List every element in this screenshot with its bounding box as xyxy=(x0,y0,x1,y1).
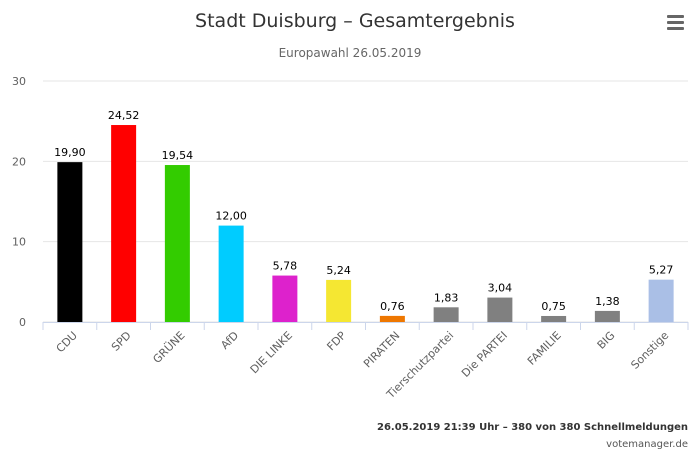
grid-lines xyxy=(42,80,689,330)
bar[interactable] xyxy=(433,307,459,322)
bar[interactable] xyxy=(379,315,405,322)
bar[interactable] xyxy=(272,275,298,322)
x-tick-label: DIE LINKE xyxy=(248,329,295,376)
bar[interactable] xyxy=(218,225,244,322)
x-tick-label: Die PARTEI xyxy=(459,329,510,380)
bar[interactable] xyxy=(111,125,137,322)
data-labels: 19,90 24,52 19,54 12,00 5,78 5,24 0,76 1,83 3,04… xyxy=(54,109,673,313)
bar[interactable] xyxy=(648,279,674,322)
data-label: 5,24 xyxy=(326,264,351,277)
x-tick-label: SPD xyxy=(109,329,134,354)
data-label: 19,54 xyxy=(162,149,194,162)
data-label: 24,52 xyxy=(108,109,140,122)
bar[interactable] xyxy=(326,279,352,322)
data-label: 5,78 xyxy=(273,260,298,273)
bar[interactable] xyxy=(164,165,190,322)
bar[interactable] xyxy=(487,297,513,322)
x-tick-label: FAMILIE xyxy=(525,329,564,368)
bar[interactable] xyxy=(594,310,620,322)
data-label: 19,90 xyxy=(54,146,86,159)
x-tick-label: FDP xyxy=(324,329,349,354)
x-tick-label: AfD xyxy=(218,329,241,352)
x-tick-label: CDU xyxy=(54,329,80,355)
data-label: 1,38 xyxy=(595,295,620,308)
y-tick-label: 20 xyxy=(12,155,26,168)
y-axis: 0 10 20 30 xyxy=(12,75,26,329)
data-label: 12,00 xyxy=(215,210,247,223)
bar[interactable] xyxy=(57,162,83,322)
bar[interactable] xyxy=(541,315,567,322)
data-label: 5,27 xyxy=(649,264,674,277)
x-tick-label: BIG xyxy=(595,329,618,352)
x-tick-label: PIRATEN xyxy=(361,329,402,370)
x-axis: CDU SPD GRÜNE AfD DIE LINKE FDP PIRATENTiersch… xyxy=(54,329,672,402)
x-tick-label: Sonstige xyxy=(628,329,671,372)
y-tick-label: 10 xyxy=(12,236,26,249)
data-label: 1,83 xyxy=(434,291,459,304)
data-label: 0,75 xyxy=(541,300,566,313)
hamburger-menu-icon[interactable] xyxy=(664,10,686,34)
chart-subtitle: Europawahl 26.05.2019 xyxy=(279,46,422,60)
y-tick-label: 0 xyxy=(19,316,26,329)
data-label: 0,76 xyxy=(380,300,405,313)
credit-source[interactable]: votemanager.de xyxy=(606,439,688,450)
credit-status: 26.05.2019 21:39 Uhr – 380 von 380 Schne… xyxy=(377,422,688,433)
data-label: 3,04 xyxy=(488,282,513,295)
x-tick-label: GRÜNE xyxy=(150,329,187,366)
y-tick-label: 30 xyxy=(12,75,26,88)
chart-title: Stadt Duisburg – Gesamtergebnis xyxy=(195,10,515,32)
bars xyxy=(57,125,674,322)
